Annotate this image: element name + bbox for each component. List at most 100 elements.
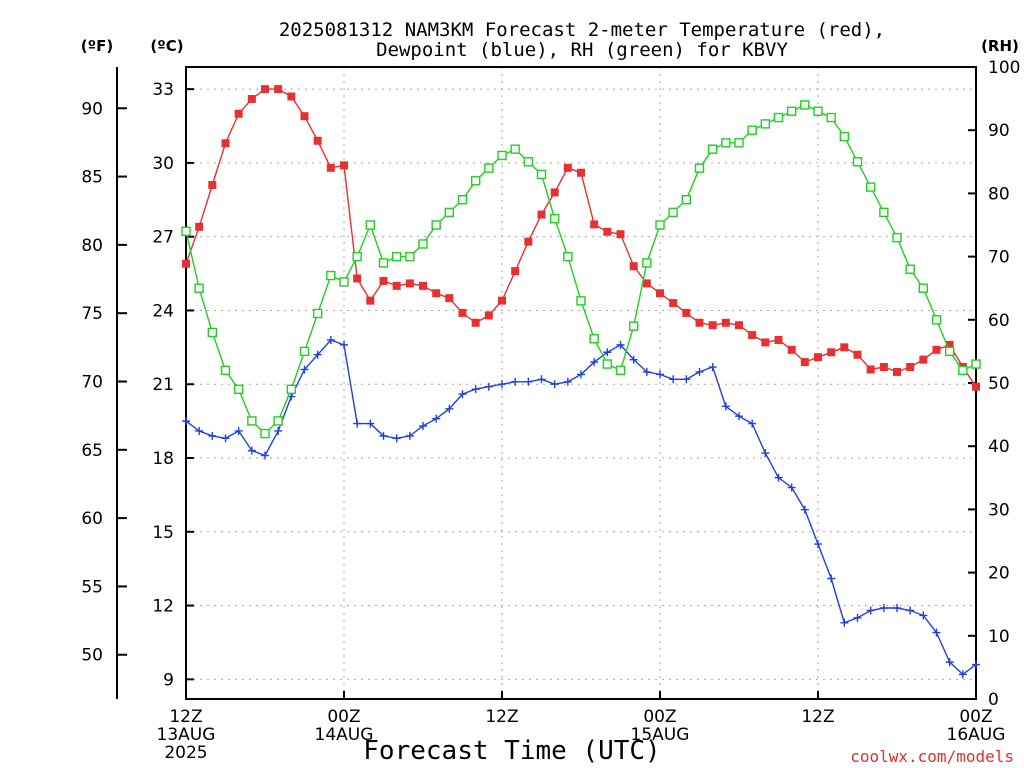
x-axis-label: Forecast Time (UTC)	[363, 736, 660, 766]
temperature-point	[656, 289, 664, 298]
dewpoint-point	[234, 426, 243, 435]
celsius-tick-label: 12	[152, 597, 174, 617]
temperature-point	[392, 281, 401, 290]
temperature-point	[840, 343, 849, 352]
celsius-tick-label: 27	[152, 228, 174, 248]
dewpoint-point	[853, 613, 862, 622]
dewpoint-point	[642, 367, 651, 376]
dewpoint-point	[511, 377, 520, 386]
celsius-tick-label: 9	[163, 670, 174, 690]
temperature-point	[379, 276, 388, 285]
rh-line	[185, 104, 977, 435]
rh-tick-label: 80	[988, 184, 1010, 204]
celsius-tick-label: 24	[152, 301, 174, 321]
chart-title-line-2: Dewpoint (blue), RH (green) for KBVY	[376, 39, 788, 61]
rh-ticks: 0 10 20 30 40 50 60 70 80 90 100	[968, 58, 1020, 710]
temperature-point	[879, 363, 888, 372]
dewpoint-point	[787, 483, 796, 492]
temperature-point	[182, 259, 190, 268]
rh-point	[194, 283, 204, 293]
dewpoint-point	[550, 380, 559, 389]
temperature-point	[419, 281, 427, 290]
dewpoint-point	[945, 658, 954, 667]
dewpoint-point	[774, 473, 783, 482]
temperature-point	[827, 348, 836, 357]
rh-point	[260, 428, 270, 439]
rh-tick-label: 10	[988, 627, 1010, 647]
fahrenheit-ticks: 50 55 60 65 70 75 80 85 90	[81, 99, 127, 666]
dewpoint-point	[629, 355, 638, 364]
time-tick-label: 00Z	[643, 707, 676, 727]
dewpoint-point	[366, 419, 375, 428]
rh-point	[431, 220, 441, 230]
dewpoint-point	[866, 606, 875, 615]
dewpoint-point	[247, 446, 256, 455]
rh-point	[405, 251, 415, 262]
temperature-point	[590, 220, 599, 229]
dewpoint-point	[458, 390, 467, 399]
temperature-point	[274, 85, 283, 94]
rh-tick-label: 50	[988, 374, 1010, 394]
fahrenheit-tick-label: 85	[81, 168, 103, 188]
temperature-point	[721, 318, 730, 327]
temperature-point	[471, 318, 480, 327]
fahrenheit-tick-label: 90	[81, 99, 103, 119]
temperature-point	[498, 296, 506, 305]
rh-point	[273, 416, 283, 426]
temperature-point	[261, 85, 269, 94]
data-series	[181, 85, 981, 679]
dewpoint-point	[340, 340, 348, 349]
dewpoint-point	[748, 419, 757, 428]
celsius-tick-label: 18	[152, 449, 174, 469]
fahrenheit-axis-unit: (ºF)	[81, 37, 113, 55]
temperature-point	[682, 308, 691, 317]
rh-point	[220, 365, 231, 376]
temperature-point	[247, 94, 256, 103]
dewpoint-point	[972, 660, 980, 669]
dewpoint-point	[893, 604, 901, 613]
rh-point	[615, 365, 626, 376]
dewpoint-point	[761, 449, 770, 458]
rh-point	[181, 226, 191, 237]
rh-point	[668, 207, 678, 218]
rh-point	[628, 321, 639, 331]
dewpoint-point	[919, 611, 928, 620]
time-tick-label: 2025	[164, 743, 207, 763]
temperature-point	[208, 181, 217, 190]
rh-tick-label: 100	[988, 58, 1020, 78]
rh-tick-label: 90	[988, 121, 1010, 141]
temperature-point	[405, 279, 414, 288]
rh-point	[760, 119, 771, 129]
dewpoint-point	[695, 367, 704, 376]
rh-point	[391, 251, 402, 262]
rh-point	[339, 277, 349, 287]
temperature-point	[524, 237, 533, 246]
dewpoint-point	[379, 431, 388, 440]
rh-point	[681, 195, 692, 205]
celsius-axis-unit: (ºC)	[150, 37, 183, 55]
dewpoint-point	[958, 670, 967, 679]
rh-point	[444, 207, 455, 218]
rh-point	[510, 144, 520, 154]
dewpoint-point	[524, 377, 533, 386]
temperature-point	[195, 222, 204, 231]
temperature-point	[761, 338, 770, 347]
dewpoint-point	[195, 426, 204, 435]
temperature-point	[893, 367, 901, 376]
fahrenheit-tick-label: 70	[81, 372, 103, 392]
temperature-point	[458, 308, 467, 317]
rh-point	[207, 327, 218, 338]
dewpoint-line	[185, 339, 977, 676]
rh-tick-label: 40	[988, 437, 1010, 457]
rh-point	[589, 334, 599, 344]
dewpoint-point	[682, 375, 691, 384]
rh-point	[865, 182, 876, 192]
time-tick-label: 00Z	[327, 707, 360, 727]
dewpoint-point	[735, 412, 743, 421]
rh-point	[365, 220, 376, 230]
temperature-point	[669, 299, 678, 308]
rh-point	[839, 131, 850, 142]
temperature-point	[853, 350, 862, 359]
dewpoint-point	[445, 404, 454, 413]
